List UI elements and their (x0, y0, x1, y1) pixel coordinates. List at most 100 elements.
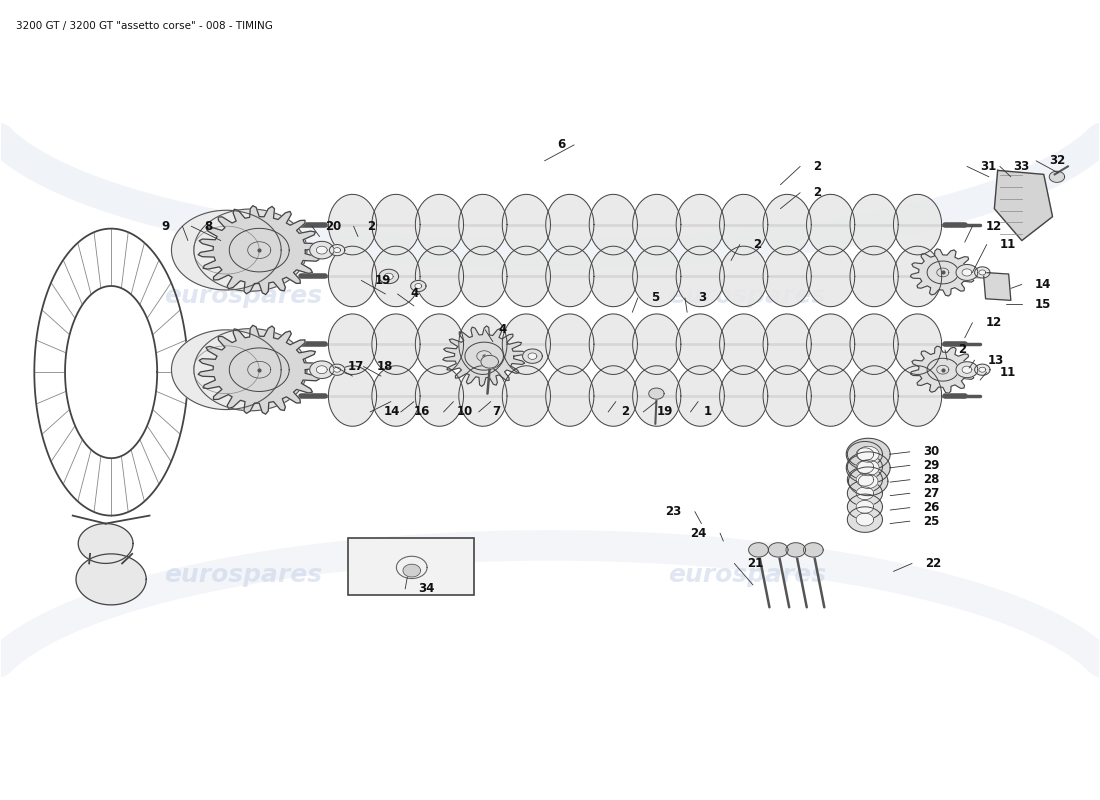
Polygon shape (330, 245, 344, 256)
Polygon shape (333, 248, 341, 253)
Polygon shape (372, 314, 420, 374)
Polygon shape (850, 314, 899, 374)
Polygon shape (172, 330, 282, 410)
Text: 3200 GT / 3200 GT "assetto corse" - 008 - TIMING: 3200 GT / 3200 GT "assetto corse" - 008 … (15, 22, 273, 31)
Polygon shape (763, 366, 812, 426)
Polygon shape (719, 246, 768, 306)
Polygon shape (983, 273, 1011, 300)
Text: eurospares: eurospares (669, 563, 826, 587)
Polygon shape (310, 361, 333, 378)
Polygon shape (649, 388, 664, 399)
Text: 2: 2 (813, 186, 822, 199)
Polygon shape (546, 194, 594, 255)
Text: 8: 8 (205, 220, 212, 233)
Polygon shape (749, 542, 768, 557)
Polygon shape (676, 246, 725, 306)
Polygon shape (848, 467, 888, 496)
Polygon shape (403, 564, 420, 577)
Polygon shape (632, 246, 681, 306)
Polygon shape (329, 366, 376, 426)
FancyBboxPatch shape (348, 538, 474, 595)
Text: 24: 24 (691, 526, 707, 540)
Polygon shape (911, 346, 976, 394)
Polygon shape (503, 194, 550, 255)
Polygon shape (443, 326, 526, 386)
Text: 4: 4 (410, 287, 419, 301)
Text: 33: 33 (1013, 160, 1030, 173)
Polygon shape (590, 246, 637, 306)
Polygon shape (1049, 171, 1065, 182)
Polygon shape (994, 170, 1053, 241)
Polygon shape (329, 314, 376, 374)
Polygon shape (857, 460, 879, 476)
Text: 14: 14 (383, 406, 399, 418)
Text: 32: 32 (1049, 154, 1066, 167)
Polygon shape (719, 194, 768, 255)
Polygon shape (329, 194, 376, 255)
Text: 31: 31 (980, 160, 997, 173)
Polygon shape (378, 270, 398, 284)
Polygon shape (198, 326, 320, 414)
Polygon shape (763, 194, 812, 255)
Text: 2: 2 (366, 220, 375, 233)
Text: 27: 27 (923, 486, 939, 500)
Polygon shape (503, 246, 550, 306)
Polygon shape (979, 367, 986, 372)
Text: 2: 2 (958, 343, 966, 356)
Text: 21: 21 (748, 557, 763, 570)
Text: 26: 26 (923, 501, 939, 514)
Polygon shape (416, 314, 463, 374)
Polygon shape (769, 542, 788, 557)
Text: eurospares: eurospares (164, 284, 322, 308)
Polygon shape (847, 454, 882, 480)
Polygon shape (847, 507, 882, 532)
Polygon shape (975, 267, 990, 278)
Text: 11: 11 (1000, 238, 1016, 251)
Text: 11: 11 (1000, 366, 1016, 378)
Polygon shape (590, 314, 637, 374)
Polygon shape (459, 366, 507, 426)
Text: 7: 7 (492, 406, 500, 418)
Polygon shape (846, 452, 890, 484)
Polygon shape (858, 474, 878, 489)
Text: eurospares: eurospares (669, 284, 826, 308)
Polygon shape (676, 194, 725, 255)
Text: eurospares: eurospares (164, 563, 322, 587)
Text: 14: 14 (1035, 278, 1052, 291)
Polygon shape (676, 314, 725, 374)
Polygon shape (847, 442, 882, 467)
Text: 9: 9 (161, 220, 169, 233)
Polygon shape (481, 355, 498, 368)
Polygon shape (911, 249, 976, 296)
Polygon shape (806, 246, 855, 306)
Text: 5: 5 (651, 291, 659, 305)
Polygon shape (330, 364, 344, 375)
Polygon shape (806, 366, 855, 426)
Text: 19: 19 (657, 406, 673, 418)
Text: 12: 12 (986, 316, 1002, 329)
Text: 22: 22 (925, 557, 942, 570)
Polygon shape (847, 481, 882, 506)
Polygon shape (847, 467, 882, 493)
Text: 29: 29 (923, 459, 939, 472)
Polygon shape (459, 314, 507, 374)
Polygon shape (317, 366, 327, 374)
Text: 10: 10 (456, 406, 473, 418)
Polygon shape (850, 194, 899, 255)
Polygon shape (416, 246, 463, 306)
Text: 13: 13 (988, 354, 1004, 366)
Polygon shape (956, 362, 978, 378)
Polygon shape (719, 366, 768, 426)
Polygon shape (528, 353, 537, 359)
Polygon shape (763, 314, 812, 374)
Polygon shape (962, 366, 972, 374)
Polygon shape (806, 194, 855, 255)
Polygon shape (719, 314, 768, 374)
Polygon shape (632, 366, 681, 426)
Text: 23: 23 (666, 505, 682, 518)
Polygon shape (198, 206, 320, 294)
Polygon shape (78, 523, 133, 563)
Text: 19: 19 (374, 274, 390, 287)
Polygon shape (856, 448, 873, 461)
Polygon shape (632, 314, 681, 374)
